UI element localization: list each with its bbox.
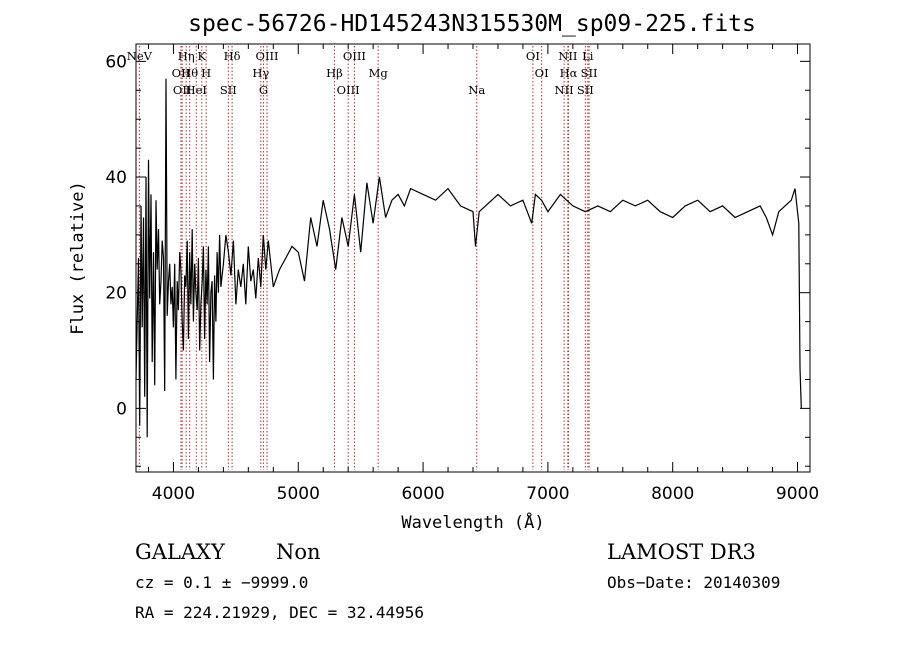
plot-frame	[135, 43, 811, 473]
line-marker-label: OII	[172, 66, 191, 80]
y-axis-ticks: 0 20 40 60	[105, 52, 810, 467]
spectrum-line	[135, 78, 802, 438]
line-marker-label: NeV	[127, 49, 153, 63]
line-marker-label: Hα	[560, 66, 578, 80]
line-marker-label: Hγ	[252, 66, 269, 80]
x-tick-label: 8000	[651, 484, 694, 504]
line-marker-label: OIII	[256, 49, 279, 63]
line-marker-label: SII	[581, 66, 598, 80]
y-tick-label: 40	[105, 168, 127, 188]
y-tick-label: 0	[116, 399, 127, 419]
line-marker-label: Mg	[369, 66, 389, 80]
y-axis-label: Flux (relative)	[68, 181, 88, 335]
x-tick-label: 9000	[776, 484, 819, 504]
line-marker-label: OIII	[343, 49, 366, 63]
x-axis-ticks: 4000 5000 6000 7000 8000 9000	[147, 44, 819, 504]
x-tick-label: 5000	[277, 484, 320, 504]
line-marker-label: Li	[582, 49, 594, 63]
line-marker-label: Hη	[178, 49, 195, 63]
redshift-readout: cz = 0.1 ± −9999.0	[135, 573, 308, 592]
line-marker-label: G	[259, 83, 268, 97]
x-tick-label: 6000	[401, 484, 444, 504]
survey-name: LAMOST DR3	[607, 540, 756, 564]
line-marker-label: SII	[577, 83, 594, 97]
line-marker-labels: NeVOIIOIIHηHθHeIKHSIIHδHγGOIIIHβOIIIOIII…	[127, 49, 598, 97]
line-marker-label: OI	[526, 49, 540, 63]
y-tick-label: 20	[105, 284, 127, 304]
object-class: GALAXY	[135, 540, 226, 564]
observation-date: Obs−Date: 20140309	[607, 573, 780, 592]
y-tick-label: 60	[105, 52, 127, 72]
line-marker-label: H	[201, 66, 211, 80]
line-marker-label: OIII	[337, 83, 360, 97]
line-marker-label: Hθ	[181, 66, 198, 80]
object-subclass: Non	[276, 540, 321, 564]
line-marker-label: OI	[535, 66, 549, 80]
x-tick-label: 4000	[152, 484, 195, 504]
line-marker-label: NII	[558, 49, 577, 63]
line-marker-label: Hδ	[224, 49, 241, 63]
chart-title: spec-56726-HD145243N315530M_sp09-225.fit…	[188, 11, 756, 37]
line-marker-label: SII	[220, 83, 237, 97]
line-marker-label: OII	[173, 83, 192, 97]
coordinates-readout: RA = 224.21929, DEC = 32.44956	[135, 603, 424, 622]
x-tick-label: 7000	[526, 484, 569, 504]
line-marker-label: HeI	[186, 83, 207, 97]
line-marker-label: NII	[555, 83, 574, 97]
line-marker-label: Na	[468, 83, 485, 97]
line-marker-label: K	[197, 49, 206, 63]
x-axis-label: Wavelength (Å)	[401, 511, 544, 533]
line-marker-label: Hβ	[326, 66, 343, 80]
line-markers	[138, 46, 590, 470]
